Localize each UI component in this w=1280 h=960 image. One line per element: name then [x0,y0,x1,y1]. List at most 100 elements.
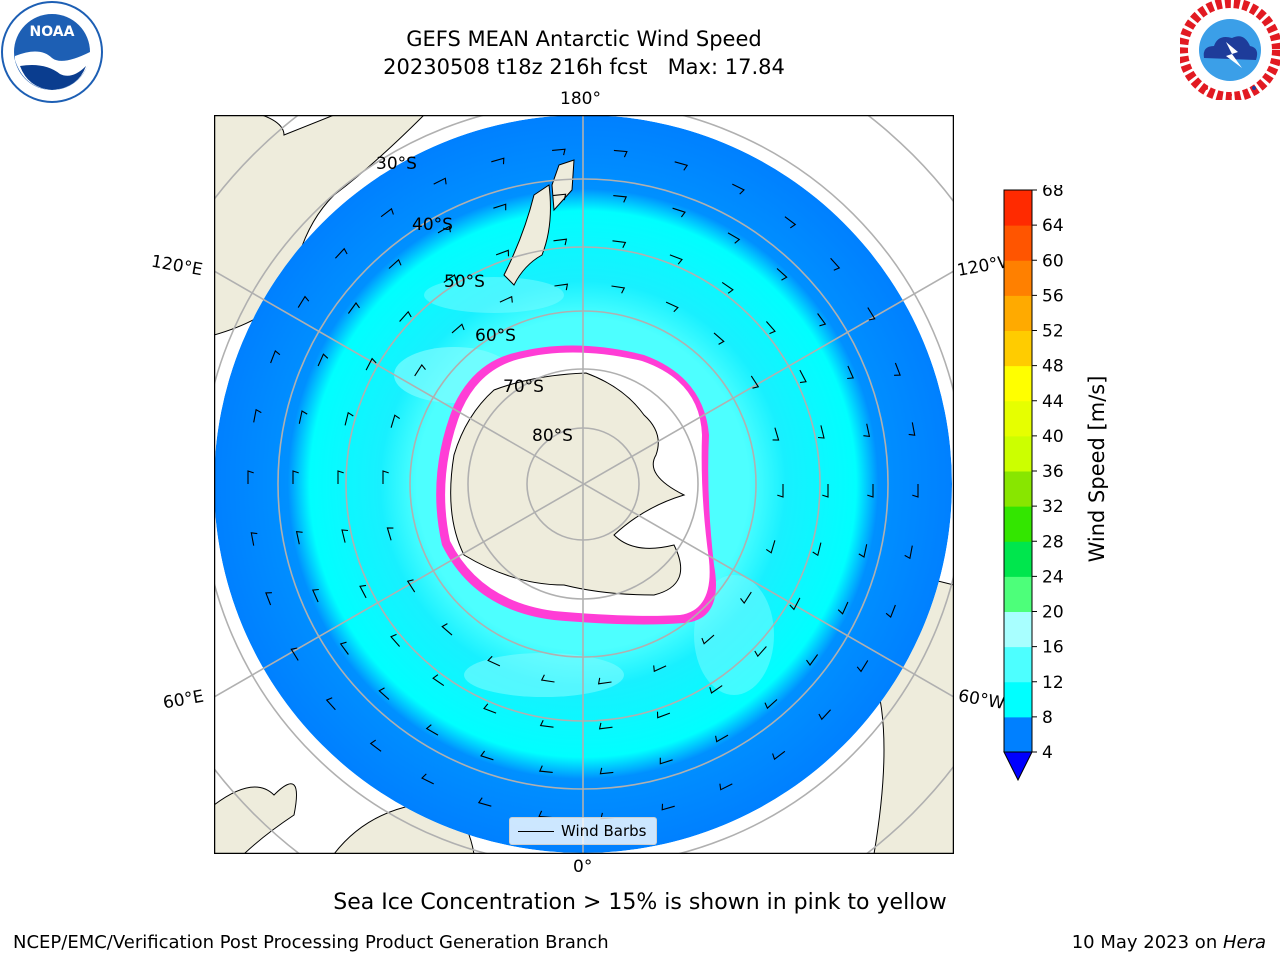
wind-barb [776,268,788,281]
lon-label-upper-left: 120°E [149,251,205,281]
lat-label-30s: 30°S [376,154,417,174]
wind-barb [432,674,445,687]
colorbar-tick-label: 68 [1042,185,1064,201]
wind-barb [390,414,401,428]
credit-date-text: 10 May 2023 on [1071,932,1223,953]
wind-barb [674,161,689,171]
wind-barb [292,470,299,484]
wind-barb [491,157,505,165]
wind-barb [818,709,832,721]
wind-barb [764,699,778,710]
wind-barb [487,655,501,667]
wind-barb [750,375,760,389]
wind-barbs-legend-label: Wind Barbs [561,822,647,840]
wind-barb [390,633,401,647]
wind-barb [611,285,626,294]
lat-label-70s: 70°S [503,377,544,397]
colorbar-tick-label: 12 [1042,673,1064,693]
wind-barb [499,295,513,303]
wind-barb [740,591,752,605]
wind-barb [344,411,354,426]
credit-host: Hera [1222,932,1266,953]
wind-barb [672,207,686,218]
wind-barb [904,545,913,560]
new-zealand-landmass [503,184,551,286]
wind-barb [253,408,262,423]
wind-barb [480,750,494,761]
wind-barb [613,195,628,203]
wind-barb [715,734,729,743]
wind-barb [837,601,849,615]
wind-barb [290,647,299,661]
colorbar-swatch [1004,260,1032,296]
colorbar-tick-label: 20 [1042,603,1064,623]
credit-branch: NCEP/EMC/Verification Post Processing Pr… [13,932,609,953]
wind-barb [441,623,453,636]
colorbar-tick-label: 60 [1042,251,1064,271]
colorbar-tick-label: 36 [1042,462,1064,482]
wind-barb [495,249,510,257]
colorbar-extend-min [1003,751,1033,782]
wind-barb [365,357,377,371]
colorbar-tick-label: 8 [1042,708,1053,728]
wind-barb [713,332,725,345]
colorbar-tick-label: 4 [1042,743,1053,763]
wind-barb [812,542,822,557]
wind-barb [721,281,734,294]
wind-barb [451,323,465,334]
wind-barb [339,641,349,655]
wind-barb [554,283,569,291]
wind-barb [539,719,554,728]
wind-barb [388,258,402,269]
wind-barb [847,365,855,380]
wind-barb [552,148,566,156]
wind-barb [777,484,784,498]
wind-barb [817,313,827,327]
wind-barb [598,722,613,730]
wind-barb [709,685,723,694]
wind-barb [772,750,786,761]
wind-barb [817,425,825,439]
wind-barb [425,724,439,736]
wind-barb [908,422,916,436]
antarctica-landmass [450,372,686,596]
wind-barb [659,757,673,765]
antarctic-wind-map: 30°S 40°S 50°S 60°S 70°S 80°S [214,115,954,854]
colorbar-swatch [1004,225,1032,261]
wind-barb [337,470,344,484]
wind-barb [765,321,776,335]
wind-barb [867,484,874,498]
colorbar-tick-label: 52 [1042,322,1064,342]
colorbar-swatch [1004,541,1032,577]
colorbar-swatch [1004,365,1032,402]
wind-barb [656,711,671,719]
colorbar-swatch [1004,400,1032,437]
lon-label-bottom: 0° [573,857,593,877]
colorbar-tick-label: 32 [1042,497,1064,517]
wind-barb [661,803,675,811]
lon-label-lower-left: 60°E [161,686,206,714]
wind-barb [369,739,382,752]
wind-barb [867,307,876,321]
colorbar-tick-label: 40 [1042,427,1064,447]
wind-barb [822,484,829,498]
wind-barb [784,216,797,229]
wind-barb [325,697,336,711]
wind-barb [765,540,776,554]
nws-logo [1180,0,1280,100]
wind-barb [433,177,447,185]
wind-barb [311,588,319,603]
lat-label-40s: 40°S [412,215,453,235]
colorbar-swatch [1004,611,1032,648]
colorbar-swatch [1004,330,1032,367]
wind-barb [789,597,801,611]
wind-barb [380,207,394,218]
wind-barb [612,240,627,249]
wind-barb [270,349,281,364]
wind-barb [359,584,367,599]
chart-title: GEFS MEAN Antarctic Wind Speed [406,27,762,51]
wind-barb [421,773,434,785]
wind-barb [858,544,868,558]
wind-barb [912,484,919,498]
